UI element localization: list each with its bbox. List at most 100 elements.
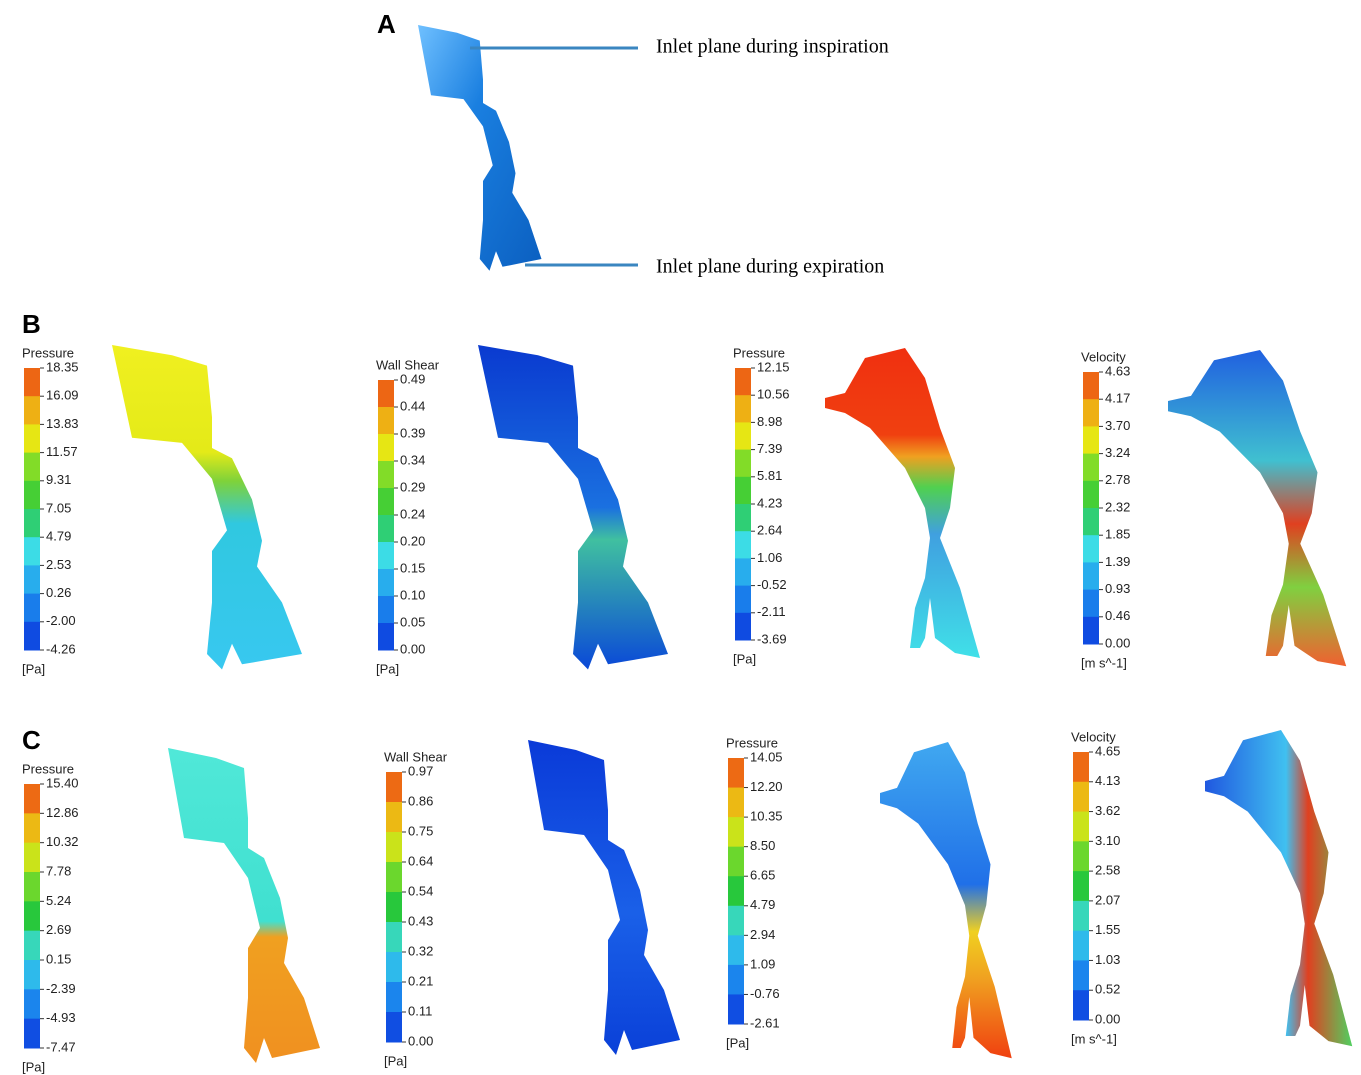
tick-label: 0.00 <box>400 641 425 656</box>
tick-label: -4.93 <box>46 1010 76 1025</box>
tick-label: 3.24 <box>1105 445 1130 460</box>
slice-velocity <box>1205 730 1352 1046</box>
tick-label: -2.11 <box>757 604 786 619</box>
tick-label: 9.31 <box>46 472 71 487</box>
tick-label: 8.98 <box>757 414 782 429</box>
tick-label: 1.55 <box>1095 922 1120 937</box>
tick-label: 0.29 <box>400 479 425 494</box>
legend-title: Pressure <box>22 761 74 776</box>
color-segment <box>386 832 402 863</box>
tick-label: 0.97 <box>408 763 433 778</box>
legend-unit: [m s^-1] <box>1071 1031 1117 1046</box>
color-segment <box>728 876 744 906</box>
color-segment <box>386 892 402 923</box>
color-segment <box>24 509 40 538</box>
tick-label: -3.69 <box>757 631 787 646</box>
color-segment <box>378 461 394 489</box>
color-segment <box>24 1019 40 1049</box>
color-segment <box>1083 426 1099 454</box>
color-segment <box>1073 871 1089 901</box>
legend-title: Velocity <box>1071 729 1116 744</box>
tick-label: 18.35 <box>46 359 79 374</box>
panel-label: B <box>22 309 41 339</box>
color-segment <box>728 847 744 877</box>
slice-pressure <box>880 742 1012 1058</box>
airway-wall-shear <box>528 740 680 1055</box>
color-segment <box>1083 454 1099 482</box>
tick-label: 0.93 <box>1105 581 1130 596</box>
color-segment <box>1083 562 1099 590</box>
tick-label: 2.64 <box>757 523 782 538</box>
color-segment <box>24 594 40 623</box>
color-segment <box>24 901 40 931</box>
color-segment <box>24 368 40 397</box>
tick-label: 4.17 <box>1105 391 1130 406</box>
color-segment <box>735 477 751 505</box>
annotation: Inlet plane during expiration <box>656 256 884 278</box>
tick-label: 0.24 <box>400 506 425 521</box>
color-segment <box>386 922 402 953</box>
tick-label: 12.20 <box>750 779 783 794</box>
tick-label: 0.64 <box>408 853 433 868</box>
tick-label: 2.78 <box>1105 472 1130 487</box>
tick-label: 3.10 <box>1095 833 1120 848</box>
tick-label: 0.10 <box>400 587 425 602</box>
tick-label: 3.70 <box>1105 418 1130 433</box>
tick-label: 0.15 <box>46 951 71 966</box>
tick-label: 14.05 <box>750 749 783 764</box>
airway-pressure <box>112 345 302 669</box>
tick-label: 0.00 <box>1095 1011 1120 1026</box>
color-segment <box>1073 931 1089 961</box>
color-segment <box>386 1012 402 1043</box>
panel-label: C <box>22 725 41 755</box>
color-segment <box>386 772 402 803</box>
tick-label: 4.79 <box>46 529 71 544</box>
tick-label: 10.32 <box>46 834 79 849</box>
color-segment <box>378 515 394 543</box>
legend-unit: [Pa] <box>384 1053 407 1068</box>
tick-label: 6.65 <box>750 868 775 883</box>
color-segment <box>378 434 394 462</box>
tick-label: 2.32 <box>1105 499 1130 514</box>
tick-label: 0.54 <box>408 883 433 898</box>
tick-label: 5.81 <box>757 468 782 483</box>
legend-title: Pressure <box>733 345 785 360</box>
tick-label: -4.26 <box>46 641 76 656</box>
color-segment <box>378 542 394 570</box>
tick-label: 4.13 <box>1095 773 1120 788</box>
slice-pressure <box>825 348 980 658</box>
tick-label: 2.94 <box>750 927 775 942</box>
tick-label: 12.15 <box>757 359 790 374</box>
tick-label: 1.09 <box>750 956 775 971</box>
color-segment <box>728 758 744 788</box>
tick-label: -2.00 <box>46 613 76 628</box>
color-segment <box>1073 782 1089 812</box>
color-segment <box>24 843 40 873</box>
panel-a: A Inlet plane during inspiration Inlet p… <box>377 9 889 278</box>
color-segment <box>728 965 744 995</box>
color-segment <box>735 422 751 450</box>
tick-label: 11.57 <box>46 444 78 459</box>
tick-label: 0.52 <box>1095 982 1120 997</box>
tick-label: 1.03 <box>1095 952 1120 967</box>
legend-unit: [m s^-1] <box>1081 655 1127 670</box>
tick-label: 0.86 <box>408 793 433 808</box>
figure: A Inlet plane during inspiration Inlet p… <box>0 0 1361 1075</box>
color-segment <box>386 952 402 983</box>
tick-label: 0.75 <box>408 823 433 838</box>
color-segment <box>24 960 40 990</box>
color-segment <box>24 989 40 1019</box>
tick-label: 4.23 <box>757 495 782 510</box>
color-segment <box>378 488 394 516</box>
legend-title: Pressure <box>22 345 74 360</box>
color-segment <box>728 935 744 965</box>
tick-label: 2.07 <box>1095 892 1120 907</box>
color-segment <box>24 813 40 843</box>
legend-unit: [Pa] <box>733 651 756 666</box>
tick-label: 0.46 <box>1105 608 1130 623</box>
color-segment <box>24 481 40 510</box>
color-segment <box>24 565 40 594</box>
color-segment <box>378 569 394 597</box>
color-segment <box>378 596 394 624</box>
color-segment <box>1083 590 1099 618</box>
